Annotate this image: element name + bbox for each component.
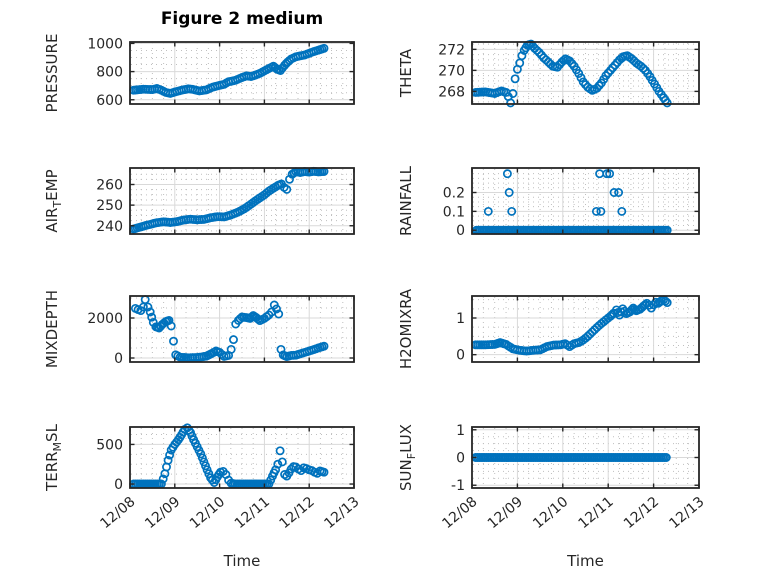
y-axis-title: TERRMSL [43, 423, 64, 492]
y-tick-label: 0.2 [443, 186, 465, 202]
y-axis-title: H2OMIXRA [397, 288, 415, 369]
tick-marks [471, 296, 700, 362]
x-tick-label: 12/13 [666, 494, 707, 532]
major-grid [472, 296, 699, 362]
y-tick-label: 500 [96, 437, 123, 453]
y-tick-label: 0.1 [443, 204, 465, 220]
y-axis-title: THETA [397, 48, 415, 98]
axes-frame [129, 426, 355, 489]
x-tick-label: 12/09 [142, 494, 183, 532]
x-tick-label: 12/10 [530, 494, 571, 532]
y-tick-label: 1 [456, 423, 465, 439]
x-tick-label: 12/08 [97, 494, 138, 532]
x-axis-title-right: Time [567, 552, 604, 570]
y-tick-label: 0 [456, 348, 465, 364]
y-axis-title: AIRTEMP [43, 169, 64, 232]
subplot-sun_flux: -1 0 1 12/08 12/09 12/10 12/11 12/12 12/13 SUNFLU… [397, 423, 708, 532]
y-tick-label: 260 [96, 178, 123, 194]
y-tick-label: 272 [438, 42, 465, 58]
axes-frame [129, 295, 355, 363]
minor-grid [473, 169, 698, 233]
y-tick-label: 1000 [87, 36, 123, 52]
subplot-pressure: 600 800 1000 PRESSURE [43, 34, 355, 113]
x-tick-label: 12/13 [321, 494, 362, 532]
x-tick-label: 12/11 [576, 494, 617, 532]
tick-marks [129, 427, 355, 488]
x-tick-label: 12/10 [187, 494, 228, 532]
subplot-rainfall: 0 0.1 0.2 RAINFALL [397, 165, 700, 239]
y-axis-title: RAINFALL [397, 165, 415, 236]
x-tick-label: 12/12 [277, 494, 318, 532]
axes-frame [471, 41, 700, 105]
y-tick-label: 0 [114, 351, 123, 367]
y-tick-label: 0 [114, 477, 123, 493]
minor-grid [131, 169, 353, 233]
y-tick-label: 600 [96, 93, 123, 109]
tick-marks [129, 168, 355, 234]
tick-marks [129, 42, 355, 104]
axes-frame [129, 41, 355, 105]
y-axis-title: SUNFLUX [397, 424, 418, 491]
y-tick-label: 270 [438, 63, 465, 79]
subplot-terr_msl: 0 500 12/08 12/09 12/10 12/11 12/12 12/13 TERRMS… [43, 423, 363, 532]
y-tick-label: 800 [96, 65, 123, 81]
subplot-theta: 268 270 272 THETA [397, 39, 700, 108]
series-markers [471, 295, 672, 356]
x-tick-label: 12/09 [485, 494, 526, 532]
series-markers [471, 453, 671, 462]
y-tick-label: 0 [456, 451, 465, 467]
y-tick-label: 2000 [87, 311, 123, 327]
figure-title: Figure 2 medium [160, 9, 324, 29]
y-tick-label: 250 [96, 198, 123, 214]
minor-grid [131, 428, 353, 487]
series-markers [471, 39, 672, 108]
axes-frame [471, 295, 700, 363]
tick-marks [471, 427, 700, 488]
y-axis-title: PRESSURE [43, 34, 61, 113]
tick-marks [471, 42, 700, 104]
x-axis-title-left: Time [223, 552, 261, 570]
axes-frame [129, 167, 355, 235]
y-tick-label: 240 [96, 219, 123, 235]
x-tick-label: 12/11 [232, 494, 273, 532]
subplot-h2omixra: 0 1 H2OMIXRA [397, 288, 700, 369]
y-tick-label: 268 [438, 84, 465, 100]
x-tick-label: 12/12 [621, 494, 662, 532]
tick-marks [471, 168, 700, 234]
y-tick-label: 1 [456, 311, 465, 327]
y-tick-label: -1 [451, 478, 465, 494]
tick-marks [129, 296, 355, 362]
subplot-mixdepth: 0 2000 MIXDEPTH [43, 290, 355, 368]
y-axis-title: MIXDEPTH [43, 290, 61, 368]
axes-frame [471, 167, 700, 235]
subplot-air_temp: 240 250 260 AIRTEMP [43, 166, 355, 235]
x-tick-label: 12/08 [439, 494, 480, 532]
series-markers [129, 43, 329, 98]
y-tick-label: 0 [456, 223, 465, 239]
